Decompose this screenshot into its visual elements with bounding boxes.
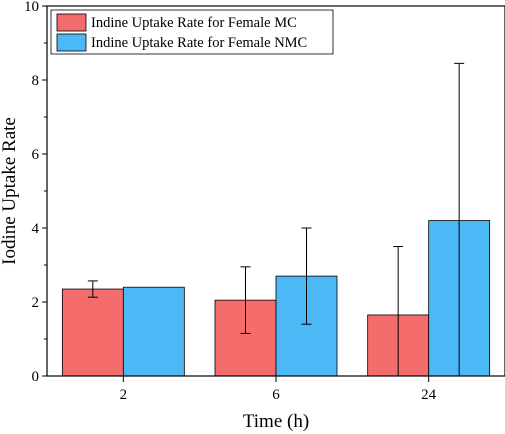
bar-female-mc-2: [61, 288, 124, 377]
error-bar-female-nmc-6: [301, 227, 312, 325]
y-tick-label-8: 8: [32, 73, 40, 89]
error-bar-female-mc-6: [240, 266, 251, 334]
error-bar-female-mc-2: [87, 280, 98, 298]
y-tick-label-10: 10: [24, 0, 39, 15]
legend-swatch-female-nmc: [56, 33, 87, 52]
x-tick-label-2: 2: [120, 387, 128, 403]
y-tick-label-6: 6: [32, 147, 40, 163]
x-axis-title: Time (h): [243, 411, 309, 432]
x-tick-label-6: 6: [272, 387, 280, 403]
x-tick-label-24: 24: [421, 387, 437, 403]
bar-layer: [61, 220, 491, 377]
y-tick-label-0: 0: [32, 369, 40, 385]
legend-label-female-nmc: Indine Uptake Rate for Female NMC: [91, 35, 307, 51]
y-tick-label-4: 4: [32, 221, 40, 237]
legend-box: [50, 9, 334, 55]
bar-female-nmc-2: [122, 286, 185, 377]
legend-label-female-mc: Indine Uptake Rate for Female MC: [91, 15, 297, 31]
x-axis: 2 6 24: [120, 376, 437, 403]
y-tick-label-2: 2: [32, 295, 40, 311]
legend: Indine Uptake Rate for Female MC Indine …: [50, 9, 334, 55]
y-axis-title: Iodine Uptake Rate: [0, 117, 20, 265]
error-bar-layer: [87, 62, 465, 377]
y-axis: 0 2 4 6 8 10: [24, 0, 47, 385]
legend-swatch-female-mc: [56, 13, 87, 32]
